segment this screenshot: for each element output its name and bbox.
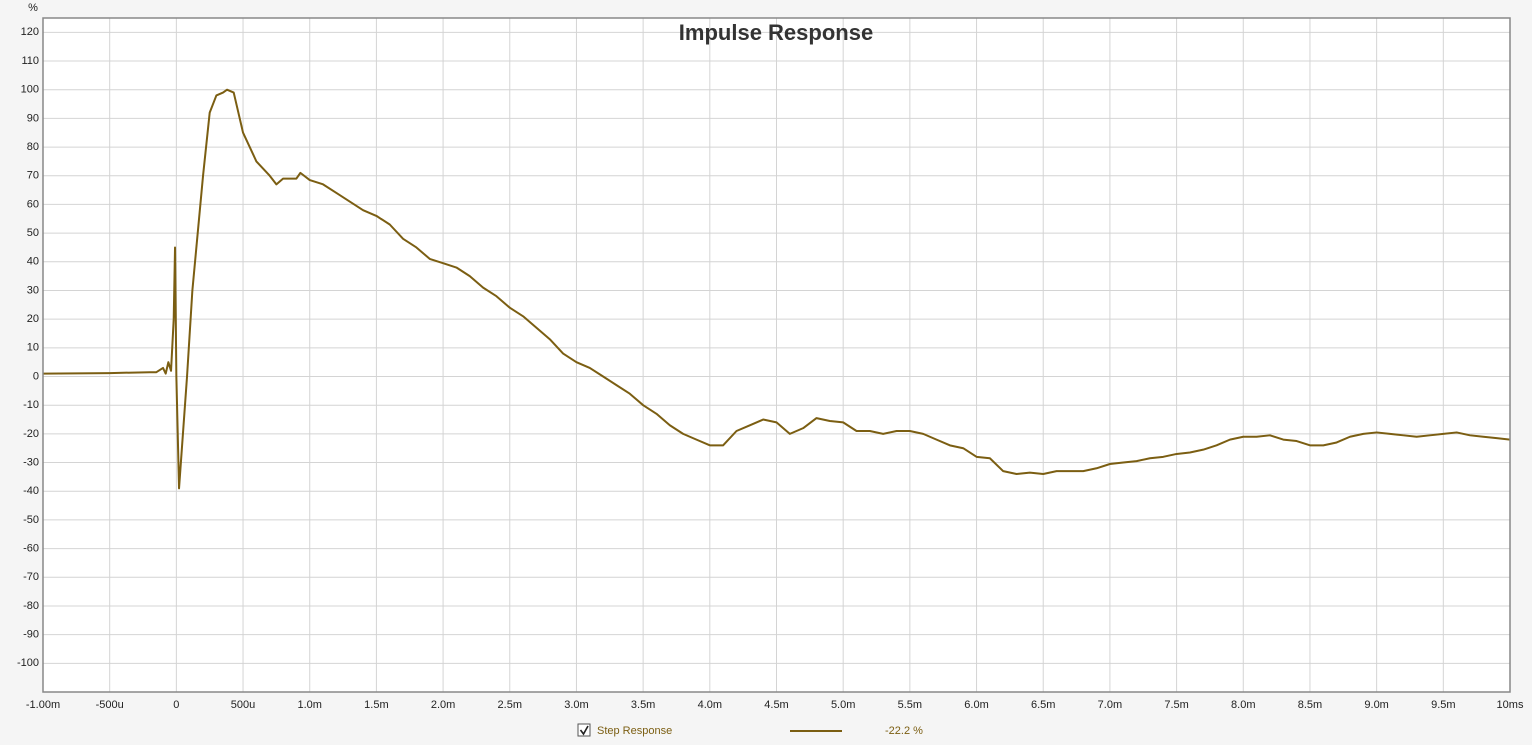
x-tick-label: 4.0m	[698, 699, 722, 711]
x-tick-label: 500u	[231, 699, 255, 711]
x-tick-label: 3.0m	[564, 699, 588, 711]
x-tick-label: 2.5m	[498, 699, 522, 711]
y-tick-label: -30	[23, 456, 39, 468]
y-tick-label: 40	[27, 256, 39, 268]
y-tick-label: 10	[27, 342, 39, 354]
legend-label[interactable]: Step Response	[597, 725, 672, 737]
x-tick-label: 3.5m	[631, 699, 655, 711]
y-tick-label: 100	[21, 84, 39, 96]
x-tick-label: 2.0m	[431, 699, 455, 711]
y-tick-label: 70	[27, 170, 39, 182]
plot-frame	[42, 17, 1511, 693]
x-tick-label: 7.0m	[1098, 699, 1122, 711]
y-tick-label: -100	[17, 657, 39, 669]
y-tick-label: -80	[23, 600, 39, 612]
y-unit: %	[28, 2, 38, 14]
y-tick-label: 20	[27, 313, 39, 325]
y-tick-label: -70	[23, 571, 39, 583]
y-tick-label: -10	[23, 399, 39, 411]
y-tick-label: -90	[23, 629, 39, 641]
y-tick-label: -20	[23, 428, 39, 440]
x-tick-label: 5.5m	[898, 699, 922, 711]
x-tick-label: 8.0m	[1231, 699, 1255, 711]
y-tick-label: 50	[27, 227, 39, 239]
grid	[42, 18, 1511, 692]
x-tick-label: 9.0m	[1364, 699, 1388, 711]
data-line	[42, 88, 1511, 490]
x-tick-label: 0	[173, 699, 179, 711]
y-tick-label: 80	[27, 141, 39, 153]
y-tick-label: 60	[27, 198, 39, 210]
x-tick-label: -500u	[96, 699, 124, 711]
y-tick-label: -60	[23, 543, 39, 555]
y-tick-label: -40	[23, 485, 39, 497]
y-tick-label: 0	[33, 370, 39, 382]
y-tick-label: 110	[21, 55, 39, 67]
x-tick-label: 9.5m	[1431, 699, 1455, 711]
y-tick-label: -50	[23, 514, 39, 526]
x-tick-label: 1.5m	[364, 699, 388, 711]
x-tick-label: -1.00m	[26, 699, 60, 711]
x-tick-label: 4.5m	[764, 699, 788, 711]
x-tick-label: 1.0m	[297, 699, 321, 711]
x-tick-label: 10ms	[1497, 699, 1524, 711]
x-tick-label: 8.5m	[1298, 699, 1322, 711]
x-tick-label: 6.5m	[1031, 699, 1055, 711]
x-tick-label: 5.0m	[831, 699, 855, 711]
x-tick-label: 7.5m	[1164, 699, 1188, 711]
chart-title: Impulse Response	[679, 20, 873, 45]
checkmark	[579, 725, 589, 736]
legend-readout: -22.2 %	[885, 725, 923, 737]
series	[42, 88, 1511, 490]
y-tick-label: 90	[27, 112, 39, 124]
legend: Step Response -22.2 %	[577, 723, 923, 737]
y-tick-label: 30	[27, 284, 39, 296]
y-tick-label: 120	[21, 26, 39, 38]
x-tick-label: 6.0m	[964, 699, 988, 711]
